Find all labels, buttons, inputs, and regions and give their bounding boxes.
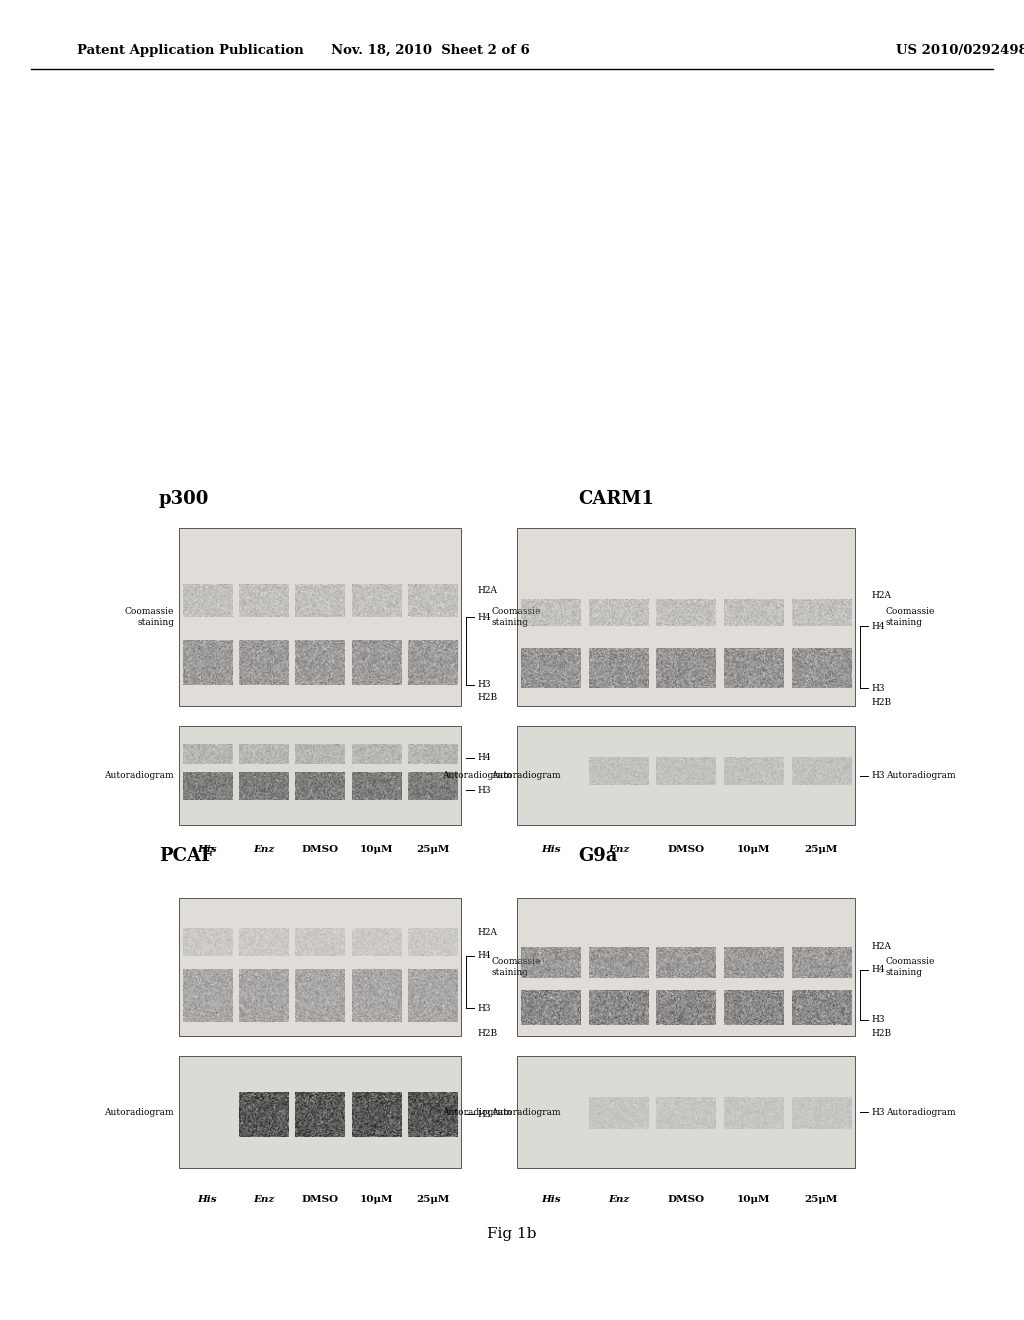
Text: 25μM: 25μM	[805, 845, 838, 854]
Text: DMSO: DMSO	[668, 1195, 705, 1204]
Text: Autoradiogram: Autoradiogram	[442, 771, 512, 780]
Text: Nov. 18, 2010  Sheet 2 of 6: Nov. 18, 2010 Sheet 2 of 6	[331, 44, 529, 57]
Text: Fig 1b: Fig 1b	[487, 1228, 537, 1241]
Text: Autoradiogram: Autoradiogram	[104, 771, 174, 780]
Bar	[517, 898, 855, 1036]
Bar	[179, 528, 461, 706]
Text: Autoradiogram: Autoradiogram	[492, 1107, 561, 1117]
Text: H2A: H2A	[477, 586, 498, 595]
Text: 25μM: 25μM	[416, 845, 450, 854]
Text: Coomassie
staining: Coomassie staining	[886, 607, 935, 627]
Text: Enz: Enz	[253, 1195, 274, 1204]
Text: H4: H4	[871, 965, 885, 974]
Text: H2A: H2A	[871, 591, 892, 601]
Text: H2B: H2B	[477, 1028, 498, 1038]
Text: H3: H3	[871, 684, 885, 693]
Text: 10μM: 10μM	[359, 845, 393, 854]
Text: Patent Application Publication: Patent Application Publication	[77, 44, 303, 57]
Text: 25μM: 25μM	[416, 1195, 450, 1204]
Text: H3: H3	[477, 785, 490, 795]
Text: H4: H4	[871, 622, 885, 631]
Text: 10μM: 10μM	[737, 845, 770, 854]
Text: H3: H3	[871, 771, 885, 780]
Bar	[179, 1056, 461, 1168]
Text: H3: H3	[871, 1107, 885, 1117]
Text: 25μM: 25μM	[805, 1195, 838, 1204]
Text: H4: H4	[477, 952, 490, 961]
Text: DMSO: DMSO	[301, 845, 339, 854]
Text: Autoradiogram: Autoradiogram	[442, 1107, 512, 1117]
Text: Coomassie
staining: Coomassie staining	[886, 957, 935, 977]
Text: H3: H3	[477, 1005, 490, 1012]
Text: DMSO: DMSO	[301, 1195, 339, 1204]
Text: Coomassie
staining: Coomassie staining	[492, 607, 541, 627]
Text: H3: H3	[477, 680, 490, 689]
Text: Autoradiogram: Autoradiogram	[492, 771, 561, 780]
Text: US 2010/0292498 A1: US 2010/0292498 A1	[896, 44, 1024, 57]
Text: Autoradiogram: Autoradiogram	[886, 771, 955, 780]
Text: H4: H4	[477, 754, 490, 762]
Text: Enz: Enz	[253, 845, 274, 854]
Text: Coomassie
staining: Coomassie staining	[125, 607, 174, 627]
Text: H4: H4	[477, 612, 490, 622]
Text: p300: p300	[159, 490, 209, 508]
Bar	[517, 1056, 855, 1168]
Text: His: His	[541, 845, 561, 854]
Bar	[179, 898, 461, 1036]
Text: His: His	[198, 845, 217, 854]
Text: Coomassie
staining: Coomassie staining	[492, 957, 541, 977]
Text: Enz: Enz	[608, 1195, 629, 1204]
Bar	[517, 726, 855, 825]
Bar	[179, 726, 461, 825]
Text: His: His	[198, 1195, 217, 1204]
Text: H2B: H2B	[871, 698, 892, 708]
Text: H2B: H2B	[477, 693, 498, 702]
Text: His: His	[541, 1195, 561, 1204]
Text: Autoradiogram: Autoradiogram	[886, 1107, 955, 1117]
Text: G9a: G9a	[579, 846, 617, 865]
Text: 10μM: 10μM	[737, 1195, 770, 1204]
Text: Enz: Enz	[608, 845, 629, 854]
Text: H3: H3	[871, 1015, 885, 1024]
Text: CARM1: CARM1	[579, 490, 654, 508]
Text: H2A: H2A	[477, 928, 498, 937]
Bar	[517, 528, 855, 706]
Text: 10μM: 10μM	[359, 1195, 393, 1204]
Text: Autoradiogram: Autoradiogram	[104, 1107, 174, 1117]
Text: PCAF: PCAF	[159, 846, 214, 865]
Text: H2B: H2B	[871, 1028, 892, 1038]
Text: H2A: H2A	[871, 941, 892, 950]
Text: H3: H3	[477, 1110, 490, 1119]
Text: DMSO: DMSO	[668, 845, 705, 854]
